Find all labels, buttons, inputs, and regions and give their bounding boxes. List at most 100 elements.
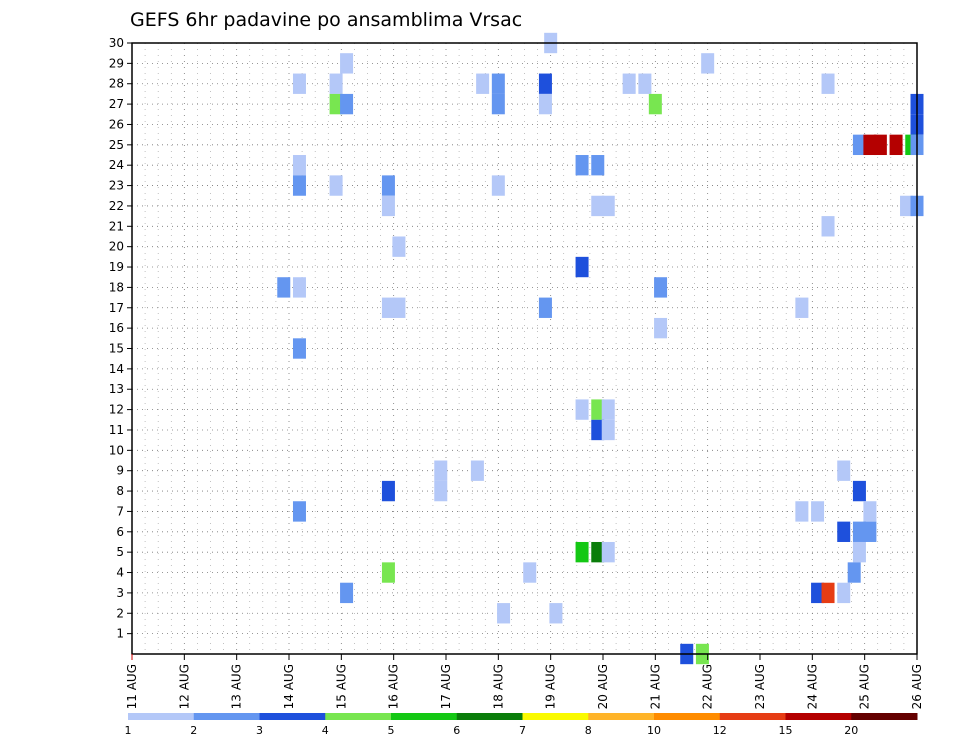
heatmap-cell xyxy=(795,297,809,318)
colorbar-segment xyxy=(193,713,260,720)
colorbar-segment xyxy=(785,713,852,720)
x-tick-label: 17 AUG xyxy=(439,664,453,709)
y-tick-label: 8 xyxy=(116,484,124,498)
y-tick-label: 9 xyxy=(116,464,124,478)
heatmap-cell xyxy=(292,175,306,196)
y-tick-label: 22 xyxy=(109,199,124,213)
heatmap-cell xyxy=(795,501,809,522)
heatmap-cell xyxy=(292,155,306,176)
y-axis-ticks: 1234567891011121314151617181920212223242… xyxy=(109,36,132,641)
y-tick-label: 18 xyxy=(109,280,124,294)
heatmap-cell xyxy=(277,277,291,298)
heatmap-cell xyxy=(538,93,552,115)
heatmap-cell xyxy=(381,480,395,502)
heatmap-cell xyxy=(900,195,914,217)
heatmap-cell xyxy=(491,93,505,115)
y-tick-label: 12 xyxy=(109,403,124,417)
y-tick-label: 5 xyxy=(116,545,124,559)
x-tick-label: 26 AUG xyxy=(910,664,924,709)
heatmap-cell xyxy=(591,541,605,563)
colorbar-label: 2 xyxy=(190,724,197,737)
heatmap-cell xyxy=(434,460,448,481)
heatmap-cell xyxy=(811,582,825,604)
heatmap-cell xyxy=(863,501,877,522)
grid-lines xyxy=(132,43,917,654)
heatmap-cell xyxy=(821,73,835,94)
heatmap-cell xyxy=(392,297,406,318)
heatmap-cell xyxy=(821,582,835,604)
heatmap-cells xyxy=(277,32,924,665)
colorbar-legend: 1 2 3 4 5 6 7 8 10 12 15 20 xyxy=(125,713,918,737)
heatmap-cell xyxy=(340,582,354,604)
heatmap-cell xyxy=(847,562,861,583)
colorbar-segment xyxy=(851,713,918,720)
heatmap-cell xyxy=(591,399,605,420)
y-tick-label: 29 xyxy=(109,56,124,70)
heatmap-cell xyxy=(852,480,866,502)
heatmap-cell xyxy=(575,541,589,563)
heatmap-cell xyxy=(340,93,354,115)
colorbar-label: 15 xyxy=(779,724,793,737)
x-tick-label: 16 AUG xyxy=(387,664,401,709)
y-tick-label: 16 xyxy=(109,321,124,335)
heatmap-cell xyxy=(591,155,605,176)
heatmap-cell xyxy=(852,134,866,156)
heatmap-cell xyxy=(549,603,563,624)
heatmap-cell xyxy=(381,175,395,196)
x-tick-label: 15 AUG xyxy=(334,664,348,709)
x-tick-label: 12 AUG xyxy=(177,664,191,709)
y-tick-label: 6 xyxy=(116,525,124,539)
heatmap-cell xyxy=(381,562,395,583)
heatmap-cell xyxy=(329,93,343,115)
heatmap-cell xyxy=(837,460,851,481)
heatmap-cell xyxy=(701,53,715,74)
heatmap-cell xyxy=(591,419,605,441)
y-tick-label: 11 xyxy=(109,423,124,437)
y-tick-label: 14 xyxy=(109,362,124,376)
y-tick-label: 19 xyxy=(109,260,124,274)
x-tick-label: 23 AUG xyxy=(753,664,767,709)
y-tick-label: 15 xyxy=(109,342,124,356)
x-tick-label: 18 AUG xyxy=(491,664,505,709)
colorbar-label: 6 xyxy=(453,724,460,737)
y-tick-label: 4 xyxy=(116,566,124,580)
x-tick-label: 24 AUG xyxy=(805,664,819,709)
heatmap-cell xyxy=(476,73,490,94)
heatmap-cell xyxy=(340,53,354,74)
heatmap-cell xyxy=(329,73,343,94)
heatmap-cell xyxy=(470,460,484,481)
heatmap-cell xyxy=(523,562,537,583)
heatmap-cell xyxy=(491,175,505,196)
heatmap-cell xyxy=(329,175,343,196)
heatmap-cell xyxy=(852,541,866,563)
colorbar-label: 8 xyxy=(585,724,592,737)
y-tick-label: 25 xyxy=(109,138,124,152)
heatmap-cell xyxy=(497,603,511,624)
colorbar-segment xyxy=(588,713,655,720)
heatmap-cell xyxy=(434,480,448,502)
colorbar-segment xyxy=(128,713,195,720)
colorbar-segment xyxy=(719,713,786,720)
x-tick-label: 25 AUG xyxy=(858,664,872,709)
heatmap-cell xyxy=(292,501,306,522)
x-tick-label: 11 AUG xyxy=(125,664,139,709)
heatmap-cell xyxy=(873,134,887,156)
colorbar-segment xyxy=(391,713,458,720)
y-tick-label: 23 xyxy=(109,179,124,193)
y-tick-label: 20 xyxy=(109,240,124,254)
colorbar-segment xyxy=(654,713,721,720)
heatmap-cell xyxy=(648,93,662,115)
y-tick-label: 10 xyxy=(109,443,124,457)
colorbar-segment xyxy=(456,713,523,720)
colorbar-label: 12 xyxy=(713,724,727,737)
y-tick-label: 26 xyxy=(109,117,124,131)
heatmap-cell xyxy=(538,297,552,318)
colorbar-label: 10 xyxy=(647,724,661,737)
heatmap-cell xyxy=(654,277,668,298)
heatmap-cell xyxy=(575,155,589,176)
colorbar-segment xyxy=(259,713,326,720)
heatmap-cell xyxy=(491,73,505,94)
y-tick-label: 21 xyxy=(109,219,124,233)
y-tick-label: 27 xyxy=(109,97,124,111)
